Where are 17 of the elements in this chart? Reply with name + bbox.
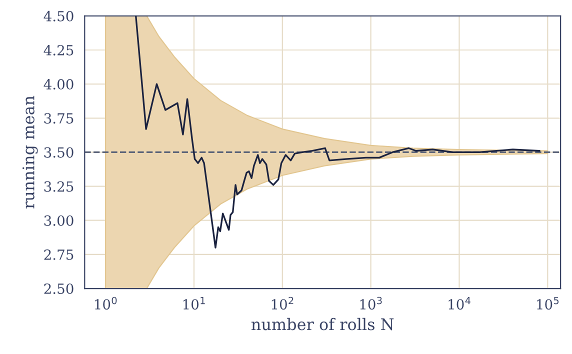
y-tick-label: 3.75 xyxy=(44,113,74,124)
y-tick-label: 2.75 xyxy=(44,249,74,260)
y-tick-label: 3.00 xyxy=(44,215,74,226)
y-tick-label: 4.25 xyxy=(44,44,74,56)
x-tick-label: 10$^{4}$ xyxy=(448,296,470,310)
x-tick-label: 10$^{0}$ xyxy=(95,296,117,310)
x-axis-title: number of rolls N xyxy=(251,318,394,330)
x-tick-label: 10$^{1}$ xyxy=(183,296,205,310)
x-tick-label: 10$^{5}$ xyxy=(537,296,559,310)
y-axis-title: running mean xyxy=(22,96,38,208)
y-tick-label: 2.50 xyxy=(44,283,74,294)
y-tick-label: 3.25 xyxy=(44,181,74,192)
y-tick-label: 3.50 xyxy=(44,147,74,158)
x-tick-label: 10$^{3}$ xyxy=(360,296,382,310)
y-tick-label: 4.00 xyxy=(44,79,74,90)
x-tick-label: 10$^{2}$ xyxy=(272,296,294,310)
y-tick-label: 4.50 xyxy=(44,10,74,22)
